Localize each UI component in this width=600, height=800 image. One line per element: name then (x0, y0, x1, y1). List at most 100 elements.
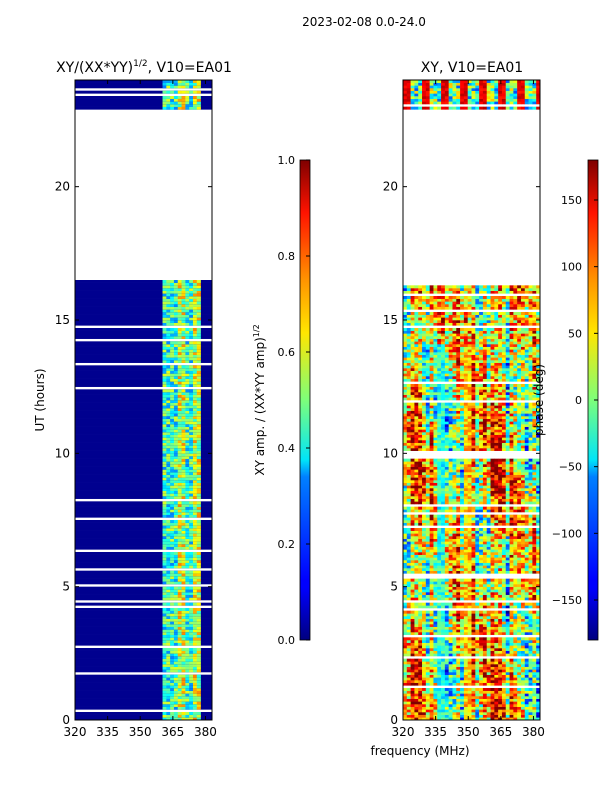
phase-heatmap-cell (429, 581, 434, 585)
amp-heatmap-cell (177, 440, 182, 443)
phase-heatmap-cell (414, 485, 419, 489)
phase-heatmap-cell (429, 448, 434, 451)
phase-heatmap-cell (524, 552, 529, 555)
amp-heatmap-cell (162, 624, 167, 627)
phase-heatmap-cell (479, 472, 484, 475)
amp-heatmap-cell (173, 680, 179, 683)
phase-heatmap-cell (524, 624, 529, 627)
phase-heatmap-cell (528, 661, 533, 665)
phase-heatmap-cell (520, 650, 526, 654)
phase-heatmap-cell (452, 717, 457, 721)
phase-heatmap-cell (452, 629, 457, 633)
phase-heatmap-cell (532, 701, 537, 705)
phase-heatmap-cell (482, 712, 488, 715)
phase-heatmap-cell (517, 584, 522, 587)
phase-heatmap-cell (429, 658, 434, 662)
phase-heatmap-cell (517, 704, 522, 707)
phase-heatmap-cell (452, 688, 457, 691)
phase-heatmap-cell (429, 520, 434, 523)
amp-heatmap-cell (162, 594, 167, 598)
amp-heatmap-cell (189, 293, 194, 297)
amp-heatmap-cell (162, 285, 167, 289)
phase-heatmap-cell (494, 496, 499, 499)
phase-heatmap-cell (505, 696, 510, 699)
phase-heatmap-cell (452, 560, 457, 563)
phase-heatmap-cell (513, 536, 518, 539)
phase-heatmap-cell (520, 501, 526, 505)
amp-heatmap-cell (196, 378, 201, 382)
phase-heatmap-cell (467, 474, 472, 478)
amp-heatmap-cell (192, 317, 198, 321)
amp-heatmap-cell (196, 293, 201, 297)
amp-heatmap-row (75, 552, 212, 555)
phase-heatmap-cell (418, 610, 423, 614)
amp-heatmap-cell (173, 432, 179, 435)
amp-heatmap-cell (177, 104, 182, 107)
amp-heatmap-cell (173, 477, 179, 481)
phase-heatmap-cell (517, 514, 522, 518)
phase-heatmap-cell (467, 664, 472, 667)
phase-heatmap-cell (441, 533, 446, 537)
amp-heatmap-cell (166, 106, 171, 110)
phase-heatmap-cell (471, 666, 476, 670)
phase-heatmap-cell (509, 597, 514, 601)
phase-heatmap-cell (467, 690, 472, 694)
phase-heatmap-cell (505, 578, 510, 582)
phase-heatmap-cell (418, 570, 423, 574)
phase-heatmap-cell (463, 501, 468, 505)
amp-colorbar-label: XY amp. / (XX*YY amp)1/2 (252, 324, 267, 475)
phase-heatmap-cell (486, 477, 491, 481)
amp-heatmap-cell (196, 416, 201, 419)
phase-heatmap-cell (448, 458, 453, 462)
phase-heatmap-cell (479, 506, 484, 510)
amp-heatmap-cell (170, 632, 175, 635)
phase-heatmap-cell (463, 714, 468, 718)
amp-heatmap-cell (189, 429, 194, 433)
phase-heatmap-cell (437, 618, 442, 622)
amp-heatmap-cell (189, 106, 194, 110)
phase-heatmap-cell (498, 496, 503, 499)
phase-heatmap-cell (536, 613, 541, 617)
phase-heatmap-cell (486, 533, 491, 537)
amp-heatmap-row (75, 314, 212, 318)
phase-heatmap-cell (452, 488, 457, 491)
amp-heatmap-cell (192, 440, 198, 443)
amp-heatmap-row (75, 589, 212, 593)
amp-heatmap-cell (173, 442, 179, 446)
amp-heatmap-cell (181, 608, 186, 611)
phase-heatmap-cell (536, 616, 541, 619)
amp-heatmap-cell (196, 712, 201, 715)
phase-heatmap-cell (460, 584, 465, 587)
phase-heatmap-cell (520, 514, 526, 518)
phase-heatmap-cell (536, 624, 541, 627)
amp-heatmap-cell (181, 696, 186, 699)
amp-heatmap-cell (170, 402, 175, 406)
phase-heatmap-cell (403, 602, 408, 606)
amp-heatmap-cell (173, 613, 179, 617)
phase-heatmap-cell (524, 680, 529, 683)
phase-heatmap-cell (471, 458, 476, 462)
amp-heatmap-cell (196, 389, 201, 393)
phase-heatmap-cell (444, 501, 449, 505)
amp-heatmap-cell (196, 626, 201, 630)
phase-heatmap-cell (467, 712, 472, 715)
phase-heatmap-cell (425, 688, 430, 691)
phase-heatmap-cell (528, 474, 533, 478)
phase-heatmap-cell (517, 693, 522, 697)
phase-heatmap-cell (482, 493, 488, 497)
phase-heatmap-cell (509, 568, 514, 571)
phase-heatmap-cell (460, 461, 465, 465)
amp-heatmap-cell (166, 408, 171, 411)
amp-heatmap-cell (181, 368, 186, 371)
phase-heatmap-cell (467, 528, 472, 531)
phase-heatmap-cell (524, 578, 529, 582)
amp-heatmap-cell (196, 608, 201, 611)
amp-heatmap-row (75, 538, 212, 542)
amp-heatmap-row (75, 493, 212, 497)
phase-heatmap-cell (494, 474, 499, 478)
phase-heatmap-cell (452, 648, 457, 651)
phase-heatmap-cell (422, 464, 427, 467)
phase-heatmap-cell (475, 650, 480, 654)
amp-heatmap-cell (162, 296, 167, 299)
amp-heatmap-cell (196, 594, 201, 598)
